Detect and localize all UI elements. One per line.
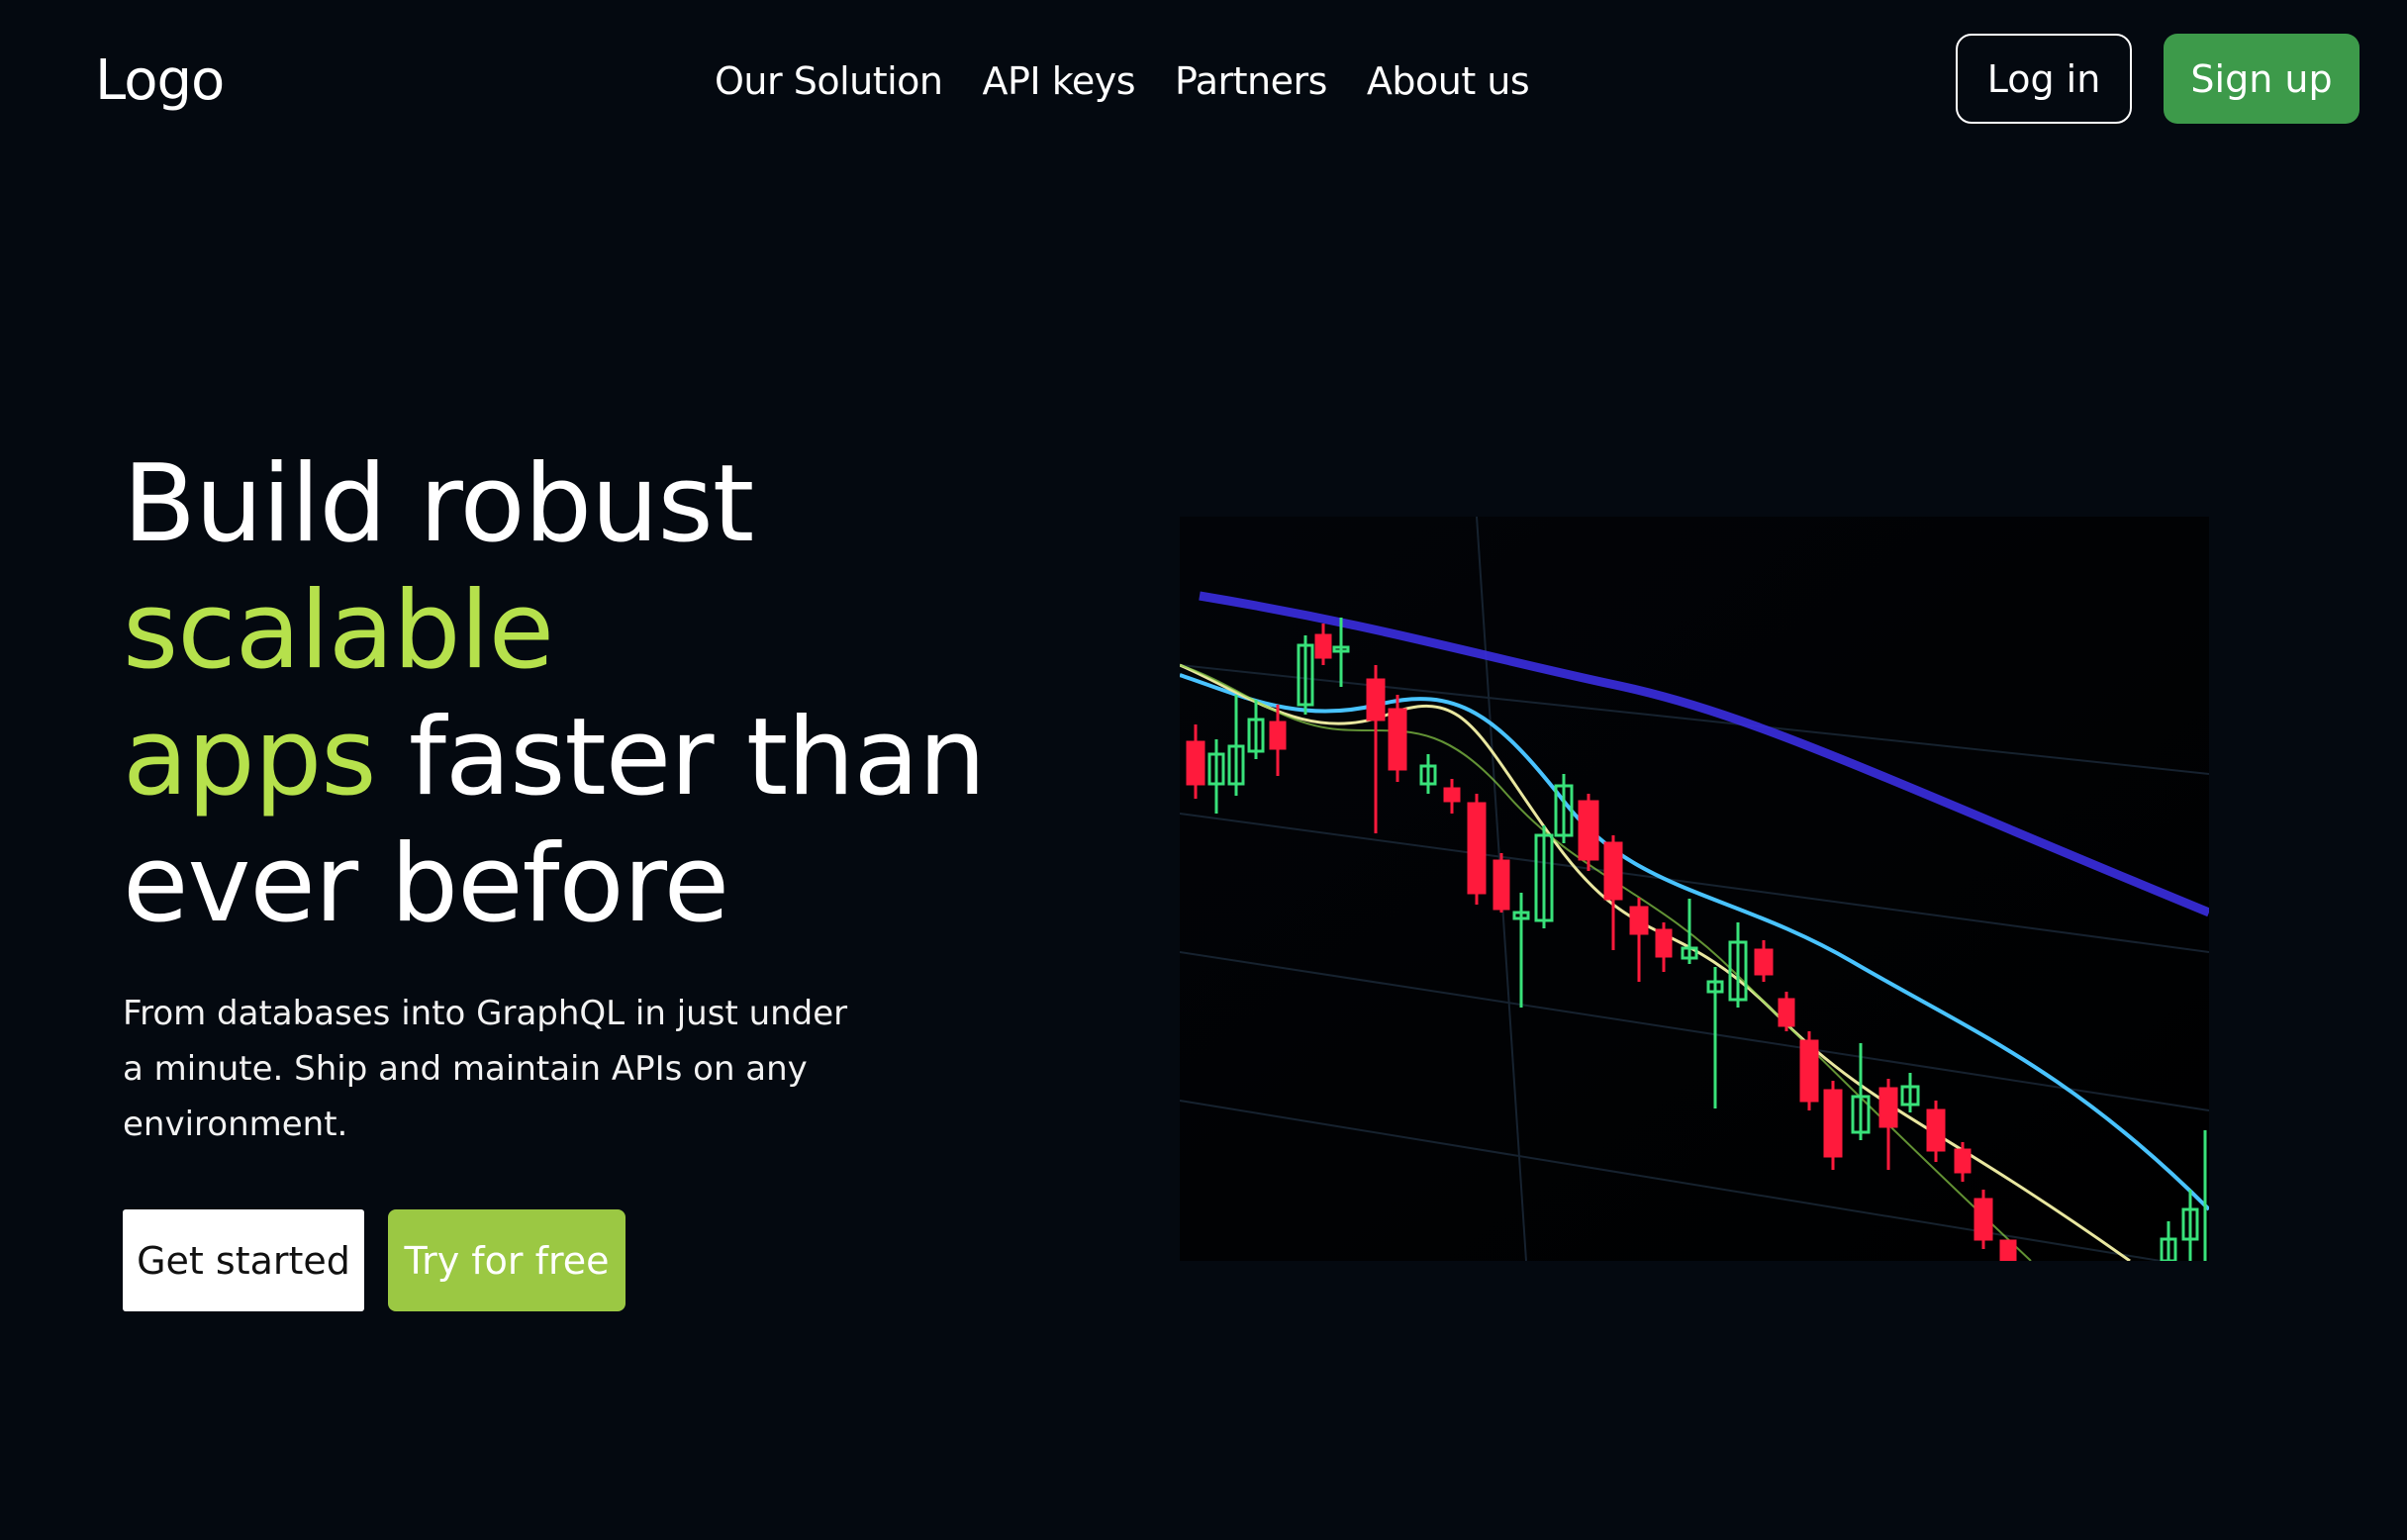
try-for-free-button[interactable]: Try for free	[388, 1209, 626, 1311]
hero-title-accent-apps: apps	[123, 696, 377, 819]
signup-button[interactable]: Sign up	[2164, 34, 2359, 124]
nav-api-keys[interactable]: API keys	[982, 59, 1136, 103]
hero-chart-image	[1180, 517, 2209, 1261]
hero-title-line-1: Build robust	[123, 442, 754, 566]
main-nav: Our Solution API keys Partners About us	[715, 53, 1530, 109]
nav-about-us[interactable]: About us	[1366, 59, 1530, 103]
hero-title-line-3-rest: faster than	[375, 696, 986, 819]
hero-title: Build robust scalable apps faster than e…	[123, 441, 986, 948]
login-button[interactable]: Log in	[1956, 34, 2132, 124]
hero-title-line-3: apps faster than	[123, 695, 986, 821]
nav-our-solution[interactable]: Our Solution	[715, 59, 943, 103]
hero-title-line-4: ever before	[123, 822, 729, 946]
candlestick-chart-photo-icon	[1180, 517, 2209, 1261]
hero-subtitle: From databases into GraphQL in just unde…	[123, 994, 848, 1144]
nav-partners[interactable]: Partners	[1175, 59, 1327, 103]
logo[interactable]: Logo	[95, 48, 225, 113]
get-started-button[interactable]: Get started	[123, 1209, 364, 1311]
hero-title-accent-scalable: scalable	[123, 569, 554, 693]
